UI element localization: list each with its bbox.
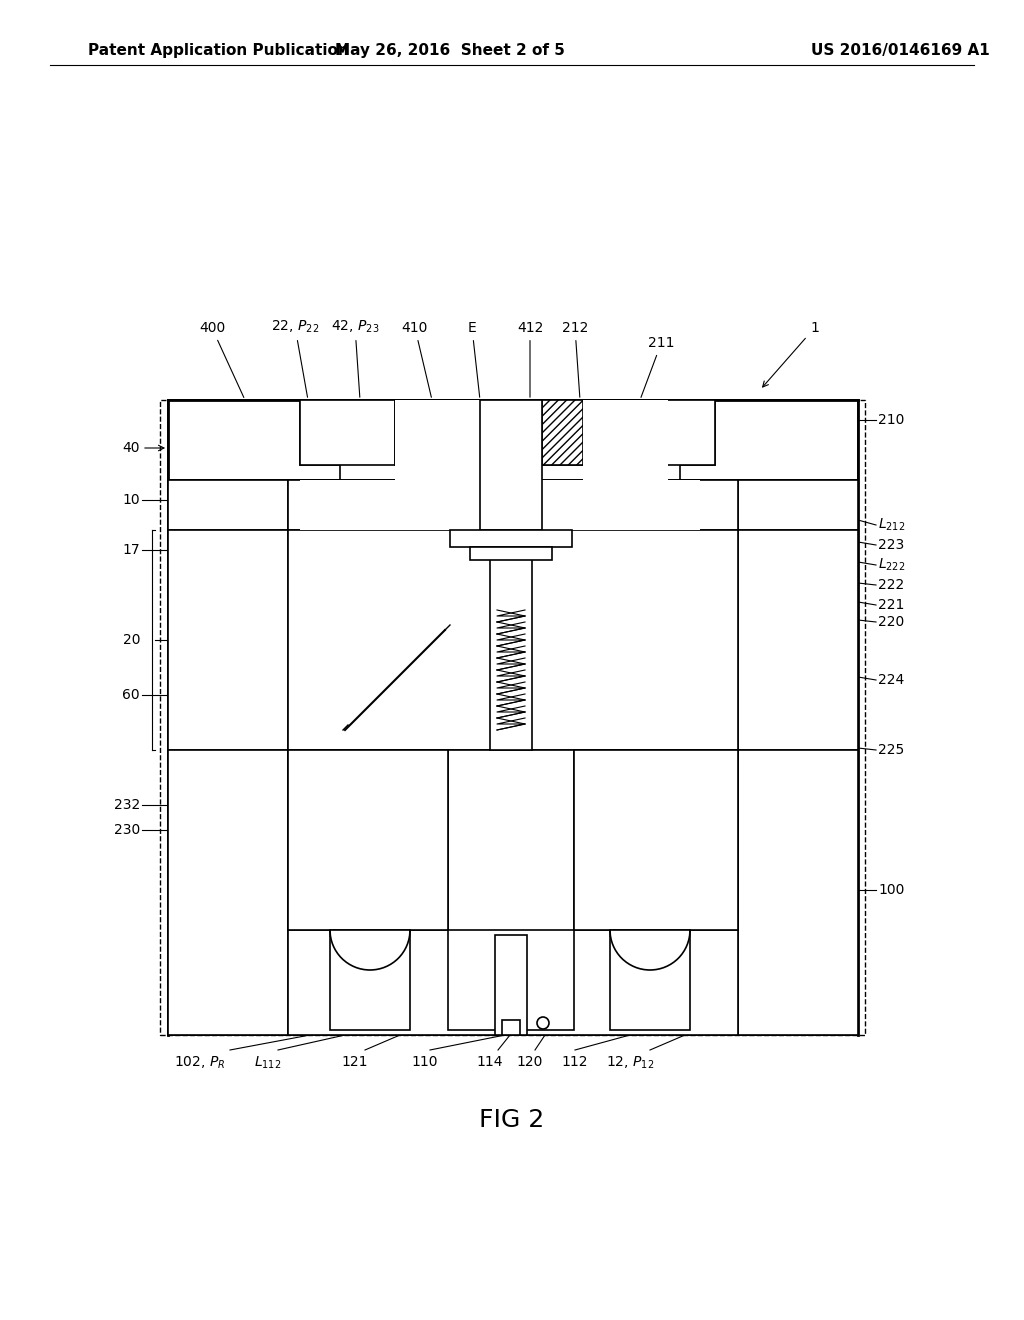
Bar: [395, 400, 435, 465]
Text: 410: 410: [401, 321, 431, 397]
Bar: [395, 400, 480, 465]
Bar: [620, 400, 715, 465]
Text: 22, $P_{22}$: 22, $P_{22}$: [271, 318, 319, 397]
Text: 42, $P_{23}$: 42, $P_{23}$: [331, 318, 379, 397]
Text: 211: 211: [641, 337, 675, 397]
Bar: [288, 750, 738, 1035]
Text: 220: 220: [878, 615, 904, 630]
Bar: [495, 935, 527, 1035]
Text: 212: 212: [562, 321, 588, 397]
Text: 224: 224: [878, 673, 904, 686]
Text: 120: 120: [517, 1055, 543, 1069]
Bar: [449, 931, 574, 1030]
Bar: [435, 400, 583, 465]
Text: 17: 17: [123, 543, 140, 557]
Text: FIG 2: FIG 2: [479, 1107, 545, 1133]
Text: 121: 121: [342, 1055, 369, 1069]
Text: 20: 20: [123, 634, 140, 647]
Text: 232: 232: [114, 799, 140, 812]
Bar: [738, 480, 858, 531]
Bar: [168, 750, 288, 1035]
Text: E: E: [468, 321, 479, 397]
Bar: [168, 400, 858, 480]
Text: 12, $P_{12}$: 12, $P_{12}$: [606, 1055, 654, 1072]
Bar: [168, 480, 253, 531]
Bar: [395, 400, 480, 480]
Bar: [300, 400, 395, 465]
Bar: [480, 400, 542, 531]
Bar: [773, 480, 858, 531]
Bar: [340, 480, 700, 531]
Text: $L_{112}$: $L_{112}$: [254, 1055, 282, 1072]
Bar: [288, 480, 738, 531]
Bar: [610, 931, 690, 1030]
Text: 400: 400: [199, 321, 244, 397]
Bar: [340, 400, 680, 480]
Bar: [168, 531, 288, 750]
Bar: [288, 750, 449, 931]
Bar: [773, 480, 858, 531]
Text: 112: 112: [562, 1055, 588, 1069]
Text: 210: 210: [878, 413, 904, 426]
Text: 230: 230: [114, 822, 140, 837]
Bar: [583, 400, 620, 465]
Text: 60: 60: [123, 688, 140, 702]
Bar: [330, 931, 410, 1030]
Text: 40: 40: [123, 441, 140, 455]
Text: US 2016/0146169 A1: US 2016/0146169 A1: [811, 42, 989, 58]
Bar: [620, 400, 715, 465]
Bar: [738, 531, 858, 750]
Bar: [502, 1020, 520, 1035]
Text: 222: 222: [878, 578, 904, 591]
Text: 221: 221: [878, 598, 904, 612]
Bar: [738, 750, 858, 1035]
Bar: [288, 531, 738, 750]
Bar: [583, 400, 668, 480]
Bar: [574, 750, 738, 931]
Text: 110: 110: [412, 1055, 438, 1069]
Bar: [168, 750, 288, 1035]
Bar: [168, 400, 858, 480]
Text: May 26, 2016  Sheet 2 of 5: May 26, 2016 Sheet 2 of 5: [335, 42, 565, 58]
Bar: [300, 480, 340, 531]
Text: $L_{212}$: $L_{212}$: [878, 517, 905, 533]
Bar: [470, 546, 552, 560]
Bar: [168, 480, 288, 531]
Bar: [300, 400, 395, 465]
Text: 100: 100: [878, 883, 904, 898]
Bar: [435, 400, 583, 465]
Bar: [168, 531, 288, 750]
Bar: [542, 400, 583, 465]
Bar: [738, 750, 858, 1035]
Bar: [574, 750, 738, 931]
Bar: [738, 480, 858, 531]
Text: 225: 225: [878, 743, 904, 756]
Bar: [738, 531, 858, 750]
Bar: [160, 400, 865, 1035]
Bar: [450, 531, 572, 546]
Text: $L_{222}$: $L_{222}$: [878, 557, 905, 573]
Text: 1: 1: [763, 321, 819, 387]
Text: Patent Application Publication: Patent Application Publication: [88, 42, 349, 58]
Bar: [490, 531, 532, 750]
Text: 102, $P_R$: 102, $P_R$: [174, 1055, 225, 1072]
Text: 412: 412: [517, 321, 543, 397]
Text: 114: 114: [477, 1055, 503, 1069]
Bar: [168, 480, 288, 531]
Text: 223: 223: [878, 539, 904, 552]
Text: 10: 10: [123, 492, 140, 507]
Bar: [168, 480, 253, 531]
Bar: [288, 750, 449, 931]
